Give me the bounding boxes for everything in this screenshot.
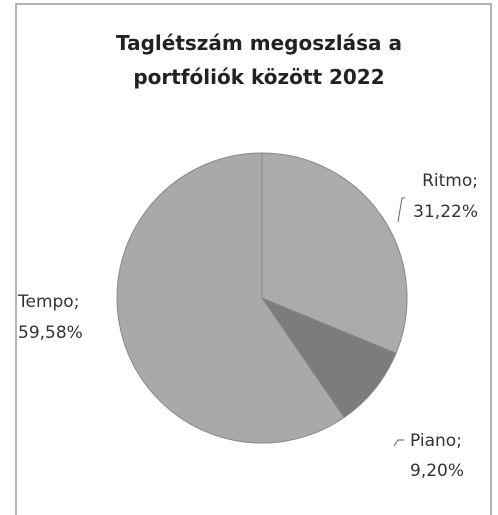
value-label: 59,58%	[18, 323, 83, 343]
category-label: Tempo;	[17, 292, 79, 312]
chart-title: Taglétszám megoszlása a portfóliók közöt…	[116, 31, 402, 89]
value-label: 9,20%	[410, 461, 464, 481]
leader-line	[397, 197, 405, 223]
value-label: 31,22%	[413, 202, 478, 222]
leader-line	[393, 439, 404, 447]
category-label: Piano;	[410, 431, 462, 451]
pie-slice	[260, 296, 397, 419]
pie-slice	[116, 152, 345, 444]
category-label: Ritmo;	[422, 171, 478, 191]
pie-slice	[261, 152, 408, 354]
